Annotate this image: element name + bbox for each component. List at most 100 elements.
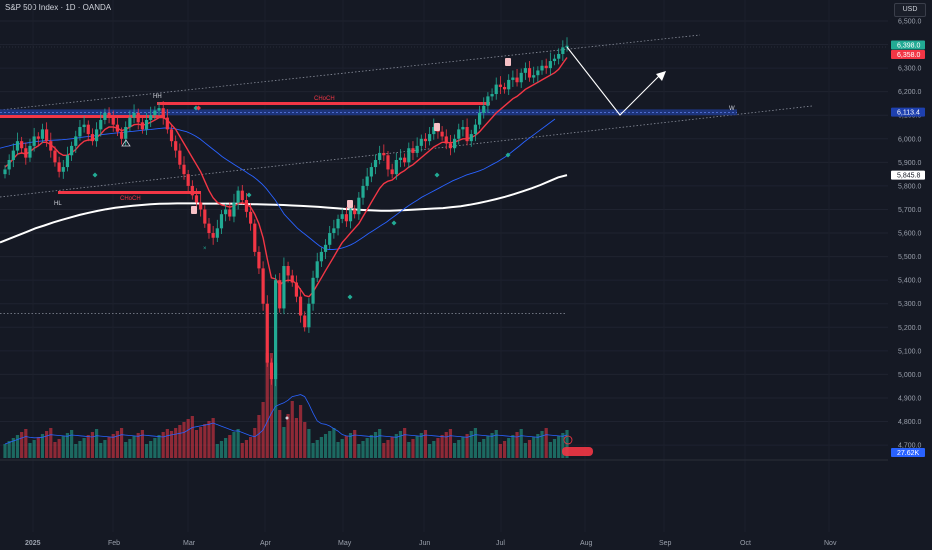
candle-body	[165, 117, 169, 130]
candle-body	[332, 228, 336, 234]
volume-bar	[244, 440, 249, 458]
volume-bar	[53, 442, 57, 458]
date-tick-label: Jul	[496, 540, 505, 547]
ema-fast-line	[4, 57, 568, 298]
candle-body	[136, 112, 140, 123]
candle-body	[111, 117, 115, 125]
candle-body	[361, 185, 365, 198]
candles	[3, 37, 569, 387]
candle-body	[32, 136, 36, 146]
swing-label-hh: HH	[153, 94, 162, 100]
price-tick-label: 6,500.0	[898, 19, 921, 26]
volume-bar	[515, 432, 519, 458]
projection-line	[566, 46, 661, 116]
price-tick-label: 6,300.0	[898, 66, 921, 73]
volume-bar	[157, 435, 161, 458]
candle-body	[382, 152, 386, 156]
volume-tag-label: 27.62K	[897, 450, 920, 457]
price-tick-label: 5,400.0	[898, 278, 921, 285]
volume-bar	[323, 434, 328, 458]
volume-bar	[144, 444, 149, 458]
chart-title: S&P 500 Index · 1D · OANDA	[5, 3, 112, 12]
volume-bar	[390, 437, 394, 458]
date-tick-label: Jun	[419, 540, 430, 547]
candle-body	[269, 362, 274, 380]
volume-bar	[15, 435, 20, 458]
volume-bar	[190, 416, 194, 458]
candle-body	[348, 209, 353, 222]
volume-bar	[78, 441, 82, 458]
candle-body	[199, 202, 203, 210]
volume-bar	[344, 436, 348, 458]
signal-diamond	[505, 152, 511, 158]
volume-bar	[519, 429, 523, 458]
candle-body	[515, 77, 519, 83]
date-axis[interactable]: 2025 Feb Mar Apr May Jun Jul Aug Sep Oct Nov	[25, 540, 837, 547]
volume-bar	[494, 430, 498, 458]
candle-body	[540, 65, 544, 71]
candle-body	[24, 148, 28, 158]
volume-bar	[303, 422, 307, 458]
candle-body	[244, 200, 249, 212]
candle-body	[482, 105, 486, 113]
candle-body	[186, 174, 190, 186]
volume-bar	[111, 434, 115, 458]
volume-bar	[99, 443, 103, 458]
candle-body	[207, 223, 211, 234]
volume-bar	[415, 436, 419, 458]
volume-bar	[557, 436, 561, 458]
candle-body	[61, 167, 65, 172]
volume-bar	[552, 439, 557, 458]
candle-body	[548, 61, 552, 69]
candle-body	[140, 122, 144, 130]
candle-body	[453, 138, 457, 149]
volume-bar	[253, 428, 257, 458]
price-tick-label: 4,800.0	[898, 419, 921, 426]
volume-bar	[103, 440, 107, 458]
price-tick-label: 5,800.0	[898, 183, 921, 190]
candle-body	[552, 58, 557, 62]
candle-body	[440, 131, 444, 137]
date-tick-label: Sep	[659, 540, 672, 547]
volume-bar	[165, 429, 169, 458]
candle-body	[215, 228, 219, 238]
volume-bar	[128, 439, 132, 458]
candle-body	[65, 155, 70, 168]
date-tick-label: Mar	[183, 540, 196, 547]
price-tick-label: 5,900.0	[898, 160, 921, 167]
candle-body	[203, 209, 207, 224]
candle-body	[40, 129, 45, 139]
candle-body	[498, 84, 502, 87]
candle-body	[369, 167, 373, 177]
price-axis[interactable]: 6,500.06,400.06,300.06,200.06,100.06,000…	[898, 19, 921, 450]
candle-body	[298, 296, 303, 316]
volume-bar	[498, 444, 502, 458]
support-line	[58, 191, 201, 194]
volume-bar	[219, 441, 224, 458]
volume-bar	[169, 431, 174, 458]
volume-bar	[7, 441, 11, 458]
date-tick-label: Nov	[824, 540, 837, 547]
candle-body	[303, 315, 307, 328]
candle-body	[57, 162, 61, 172]
volume-bar	[536, 434, 540, 458]
trend-channel	[0, 34, 888, 315]
volume-bar	[282, 427, 286, 458]
volume-bar	[86, 435, 90, 458]
volume-bar	[527, 440, 532, 458]
price-tag	[891, 40, 925, 50]
volume-bar	[548, 442, 552, 458]
price-tick-label: 5,100.0	[898, 348, 921, 355]
volume-bar	[378, 429, 382, 458]
candle-body	[394, 160, 398, 175]
volume-bar	[182, 422, 186, 458]
price-tick-label: 5,200.0	[898, 325, 921, 332]
currency-button[interactable]: USD	[894, 3, 926, 17]
zone-layer	[0, 102, 737, 194]
candle-body	[390, 169, 394, 175]
volume-bar	[365, 438, 369, 458]
candle-body	[253, 223, 257, 252]
candle-body	[82, 124, 86, 128]
candle-body	[53, 150, 57, 163]
